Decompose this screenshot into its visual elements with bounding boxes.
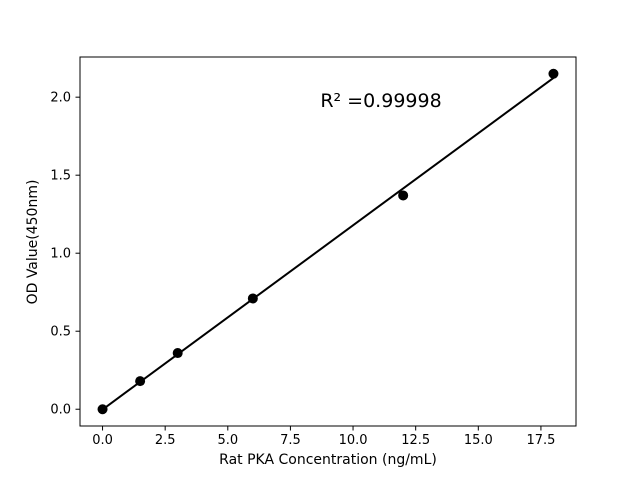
x-tick-label: 5.0 [217,433,238,448]
x-tick-label: 12.5 [401,433,430,448]
x-tick-label: 15.0 [464,433,493,448]
y-tick-label: 1.5 [50,169,71,184]
data-point [548,68,559,79]
y-tick-label: 2.0 [50,91,71,106]
fit-line [101,77,555,411]
x-axis-label: Rat PKA Concentration (ng/mL) [219,452,437,468]
y-tick-label: 0.5 [50,325,71,340]
plot-border [79,56,577,427]
r-squared-annotation: R² =0.99998 [320,90,442,112]
data-point [97,404,108,415]
x-tick-label: 10.0 [339,433,368,448]
x-tick-label: 0.0 [92,433,113,448]
x-tick-label: 2.5 [155,433,176,448]
x-tick-label: 17.5 [526,433,555,448]
y-axis-label: OD Value(450nm) [25,179,41,305]
x-tick-label: 7.5 [280,433,301,448]
y-tick-label: 1.0 [50,247,71,262]
data-point [135,376,146,387]
data-point [398,190,409,201]
data-point [172,348,183,359]
y-tick-label: 0.0 [50,403,71,418]
data-point [247,293,258,304]
